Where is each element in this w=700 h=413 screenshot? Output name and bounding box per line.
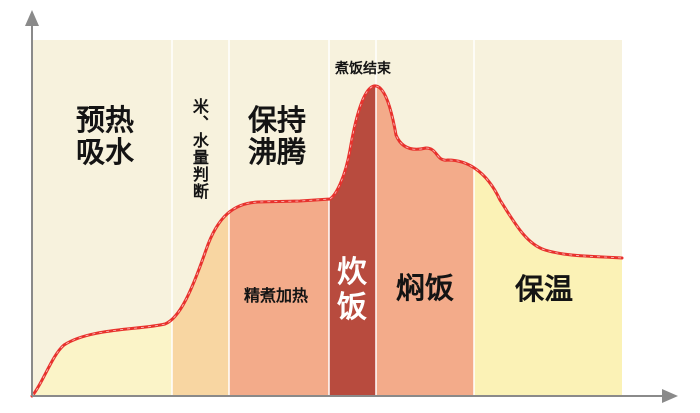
phase-label-cooking-end: 煮饭结束: [335, 61, 391, 77]
axes: [25, 10, 678, 403]
phase-label-keep-warm: 保温: [515, 272, 574, 306]
temperature-curve: [30, 84, 624, 398]
phase-label-keep-boiling: 保持 沸腾: [248, 103, 307, 170]
y-axis-arrow: [25, 10, 39, 26]
x-axis-arrow: [662, 389, 678, 403]
phase-label-preheat: 预热 吸水: [76, 103, 135, 170]
phase-label-braise: 焖饭: [396, 271, 455, 305]
phase-label-steam: 炊 饭: [337, 255, 367, 326]
phase-label-intensive-heating: 精煮加热: [244, 286, 309, 305]
phase-label-rice-water-ratio: 米、水量判断: [189, 98, 209, 200]
